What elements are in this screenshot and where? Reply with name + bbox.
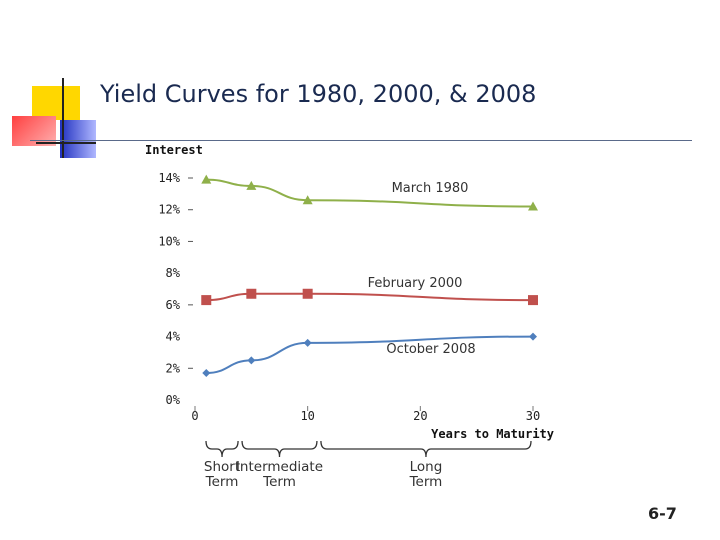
y-tick-label: 12% [158,203,180,217]
y-tick-label: 2% [166,361,181,375]
term-label: Term [205,474,239,490]
data-point-diamond [247,356,256,365]
y-tick-label: 14% [158,171,180,185]
term-brace-0 [205,440,239,458]
y-tick-label: 4% [166,330,181,344]
slide-number: 6-7 [648,504,677,523]
y-tick-label: 0% [166,393,181,407]
deco-yellow-square [32,86,80,120]
series-label: February 2000 [368,276,463,291]
deco-horizontal-rule [36,142,96,144]
data-point-square [246,288,257,299]
y-axis-title: Interest [145,143,203,157]
data-point-square [201,295,212,306]
data-point-triangle [201,174,212,184]
y-tick-label: 8% [166,266,181,280]
term-label: Short [204,459,240,475]
x-tick-label: 10 [300,409,314,423]
deco-vertical-rule [62,78,64,158]
data-point-triangle [528,201,538,211]
data-point-diamond [529,332,537,341]
slide-title: Yield Curves for 1980, 2000, & 2008 [100,80,537,108]
deco-red-square [12,116,56,146]
y-tick-label: 6% [166,298,181,312]
x-axis-title: Years to Maturity [431,427,554,441]
term-brace-2 [320,440,532,458]
term-label: Term [409,474,443,490]
x-tick-label: 0 [191,409,198,423]
data-point-diamond [202,369,211,378]
y-tick-label: 10% [158,234,180,248]
series-line-2 [206,335,534,375]
data-point-square [302,288,313,299]
data-point-triangle [302,195,313,205]
series-line-0 [206,178,534,208]
data-point-diamond [303,338,312,347]
data-point-square [528,295,538,306]
term-label: Intermediate [236,459,323,475]
series-label: March 1980 [392,181,469,196]
x-tick-label: 20 [413,409,427,423]
x-tick-label: 30 [526,409,540,423]
data-point-triangle [246,180,257,190]
term-label: Term [262,474,296,490]
term-brace-1 [241,440,318,458]
deco-blue-square [60,120,96,158]
series-label: October 2008 [386,342,475,357]
title-divider [30,140,692,141]
term-label: Long [410,459,443,475]
